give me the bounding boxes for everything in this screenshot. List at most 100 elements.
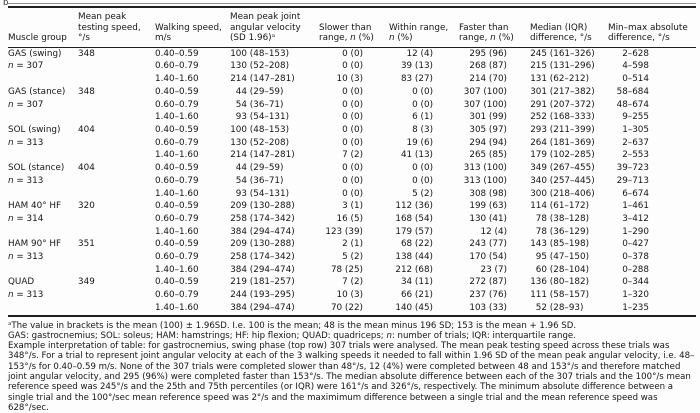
table-row: HAM 90° HF n = 313 351 0.40–0.59 209 (130–28…	[8, 238, 696, 262]
faster-than-cell: 265 (85)	[469, 150, 507, 161]
col-header-slower-than: Slower than range, n (%)	[315, 8, 385, 48]
testing-speed-cell: 320	[78, 201, 95, 212]
within-range-cell: 112 (36)	[395, 201, 433, 212]
angular-velocity-cell: 100 (48–153)	[230, 48, 290, 59]
within-range-cell: 5 (2)	[412, 188, 433, 199]
minmax-cell: 1–461	[622, 201, 649, 212]
angular-velocity-cell: 209 (130–288)	[230, 201, 295, 212]
table-row: 0.60–0.79 244 (193–295) 10 (3) 66 (21) 237 (…	[8, 289, 696, 302]
median-iqr-cell: 114 (61–172)	[530, 201, 590, 212]
testing-speed-cell: 349	[78, 277, 95, 288]
col-header-median-iqr: Median (IQR) difference, °/s	[530, 8, 608, 48]
col-header-angular-velocity: Mean peak joint angular velocity (SD 1.9…	[230, 8, 315, 48]
table-row: 1.40–1.60 384 (294–474) 70 (22) 140 (45) 103…	[8, 302, 696, 316]
testing-speed-cell: 348	[78, 86, 95, 97]
minmax-cell: 2–628	[622, 48, 649, 59]
median-iqr-cell: 215 (131–296)	[530, 61, 595, 72]
faster-than-cell: 301 (99)	[469, 112, 507, 123]
within-range-cell: 0 (0)	[412, 175, 433, 186]
angular-velocity-cell: 130 (52–208)	[230, 137, 290, 148]
walking-speed-cell: 0.60–0.79	[155, 61, 199, 72]
within-range-cell: 19 (6)	[406, 137, 433, 148]
table-body: GAS (swing) n = 307 348 0.40–0.59 100 (48–15…	[8, 47, 696, 315]
median-iqr-cell: 340 (257–445)	[530, 175, 595, 186]
table-row: GAS (swing) n = 307 348 0.40–0.59 100 (48–15…	[8, 47, 696, 72]
col-header-walking-speed: Walking speed, m/s	[155, 8, 230, 48]
minmax-cell: 48–674	[616, 99, 649, 110]
within-range-cell: 12 (4)	[406, 48, 433, 59]
median-iqr-cell: 252 (168–333)	[530, 112, 595, 123]
walking-speed-cell: 0.40–0.59	[155, 86, 199, 97]
within-range-cell: 41 (13)	[400, 150, 433, 161]
table-row: SOL (stance) n = 313 404 0.40–0.59 44 (29–59…	[8, 162, 696, 186]
minmax-cell: 0–288	[622, 264, 649, 275]
median-iqr-cell: 78 (38–128)	[535, 213, 590, 224]
table-row: 1.40–1.60 93 (54–131) 0 (0) 6 (1) 301 (99) 25…	[8, 111, 696, 124]
angular-velocity-cell: 258 (174–342)	[230, 213, 295, 224]
walking-speed-cell: 0.60–0.79	[155, 290, 199, 301]
footnote-a: ᵃThe value in brackets is the mean (100)…	[8, 320, 577, 331]
slower-than-cell: 10 (3)	[336, 74, 363, 85]
walking-speed-cell: 1.40–1.60	[155, 264, 199, 275]
table-row: 0.60–0.79 54 (36–71) 0 (0) 0 (0) 313 (100) 34…	[8, 175, 696, 188]
angular-velocity-cell: 214 (147–281)	[230, 74, 295, 85]
angular-velocity-cell: 214 (147–281)	[230, 150, 295, 161]
slower-than-cell: 16 (5)	[336, 213, 363, 224]
testing-speed-cell: 351	[78, 239, 95, 250]
faster-than-cell: 268 (87)	[469, 61, 507, 72]
col-header-minmax: Min–max absolute difference, °/s	[608, 8, 696, 48]
faster-than-cell: 130 (41)	[469, 213, 507, 224]
angular-velocity-cell: 244 (193–295)	[230, 290, 295, 301]
faster-than-cell: 295 (96)	[469, 48, 507, 59]
minmax-cell: 0–378	[622, 252, 649, 263]
faster-than-cell: 308 (98)	[469, 188, 507, 199]
table-row: 0.60–0.79 130 (52–208) 0 (0) 39 (13) 268 (87…	[8, 60, 696, 73]
walking-speed-cell: 0.40–0.59	[155, 48, 199, 59]
table-row: QUAD n = 313 349 0.40–0.59 219 (181–257) 7 (2…	[8, 276, 696, 300]
slower-than-cell: 0 (0)	[342, 163, 363, 174]
results-table: Muscle group Mean peak testing speed, °/…	[8, 8, 696, 317]
muscle-group-cell: SOL (stance) n = 313	[8, 163, 65, 186]
slower-than-cell: 2 (1)	[342, 239, 363, 250]
table-row: 1.40–1.60 93 (54–131) 0 (0) 5 (2) 308 (98) 30…	[8, 188, 696, 201]
faster-than-cell: 272 (87)	[469, 277, 507, 288]
slower-than-cell: 0 (0)	[342, 86, 363, 97]
caption-fragment: p	[3, 0, 9, 5]
median-iqr-cell: 52 (28–93)	[535, 302, 584, 313]
minmax-cell: 39–723	[616, 163, 649, 174]
col-header-muscle-group: Muscle group	[8, 8, 78, 48]
table-row: HAM 40° HF n = 314 320 0.40–0.59 209 (130–28…	[8, 200, 696, 224]
median-iqr-cell: 131 (62–212)	[530, 74, 590, 85]
table-top-rule	[8, 3, 696, 8]
slower-than-cell: 0 (0)	[342, 188, 363, 199]
angular-velocity-cell: 54 (36–71)	[235, 175, 284, 186]
angular-velocity-cell: 93 (54–131)	[235, 112, 290, 123]
faster-than-cell: 307 (100)	[463, 99, 507, 110]
faster-than-cell: 305 (97)	[469, 125, 507, 135]
table-row: 1.40–1.60 214 (147–281) 10 (3) 83 (27) 214 (…	[8, 73, 696, 86]
angular-velocity-cell: 258 (174–342)	[230, 252, 295, 263]
median-iqr-cell: 300 (218–406)	[530, 188, 595, 199]
walking-speed-cell: 0.60–0.79	[155, 175, 199, 186]
footnote-abbreviations: GAS: gastrocnemius; SOL: soleus; HAM: ha…	[8, 330, 576, 341]
within-range-cell: 0 (0)	[412, 86, 433, 97]
slower-than-cell: 0 (0)	[342, 125, 363, 135]
walking-speed-cell: 0.40–0.59	[155, 277, 199, 288]
angular-velocity-cell: 384 (294–474)	[230, 264, 295, 275]
angular-velocity-cell: 384 (294–474)	[230, 302, 295, 313]
within-range-cell: 212 (68)	[395, 264, 433, 275]
within-range-cell: 83 (27)	[400, 74, 433, 85]
within-range-cell: 8 (3)	[412, 125, 433, 135]
col-header-faster-than: Faster than range, n (%)	[455, 8, 530, 48]
table-row: SOL (swing) n = 313 404 0.40–0.59 100 (48–15…	[8, 124, 696, 148]
walking-speed-cell: 1.40–1.60	[155, 74, 199, 85]
table-row: 1.40–1.60 384 (294–474) 78 (25) 212 (68) 23 …	[8, 264, 696, 277]
slower-than-cell: 0 (0)	[342, 48, 363, 59]
walking-speed-cell: 0.60–0.79	[155, 252, 199, 263]
slower-than-cell: 10 (3)	[336, 290, 363, 301]
walking-speed-cell: 0.60–0.79	[155, 99, 199, 110]
slower-than-cell: 123 (39)	[325, 226, 363, 237]
median-iqr-cell: 291 (207–372)	[530, 99, 595, 110]
slower-than-cell: 0 (0)	[342, 61, 363, 72]
walking-speed-cell: 1.40–1.60	[155, 226, 199, 237]
